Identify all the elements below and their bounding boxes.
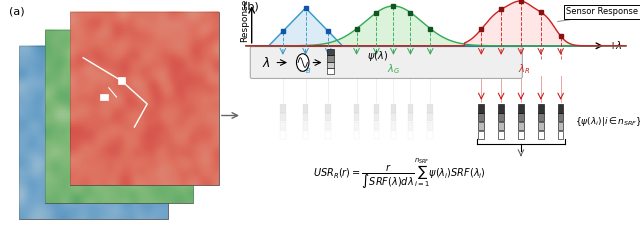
Bar bbox=[325, 131, 331, 139]
Bar bbox=[328, 68, 333, 74]
Bar bbox=[538, 131, 543, 139]
Text: +λ: +λ bbox=[609, 41, 623, 51]
Text: Response: Response bbox=[240, 0, 249, 42]
Bar bbox=[354, 131, 360, 139]
Bar bbox=[408, 131, 413, 139]
FancyBboxPatch shape bbox=[250, 47, 522, 79]
Bar bbox=[479, 104, 484, 112]
Bar bbox=[390, 113, 396, 122]
Bar bbox=[499, 131, 504, 139]
Bar bbox=[100, 94, 108, 100]
Bar bbox=[328, 55, 333, 61]
Text: $\lambda_G$: $\lambda_G$ bbox=[387, 63, 400, 76]
Text: $\lambda_R$: $\lambda_R$ bbox=[518, 63, 530, 76]
Bar bbox=[325, 113, 331, 122]
Bar bbox=[280, 122, 285, 131]
Bar bbox=[303, 113, 308, 122]
Text: (a): (a) bbox=[9, 7, 24, 17]
Bar bbox=[303, 104, 308, 112]
Bar bbox=[390, 122, 396, 131]
Bar bbox=[325, 104, 331, 112]
Bar bbox=[390, 104, 396, 112]
Bar bbox=[19, 46, 168, 219]
Bar bbox=[479, 122, 484, 131]
Bar bbox=[558, 113, 563, 122]
Bar bbox=[499, 104, 504, 112]
Bar bbox=[518, 131, 524, 139]
Bar bbox=[558, 131, 563, 139]
Bar bbox=[479, 113, 484, 122]
Bar bbox=[558, 104, 563, 112]
Bar bbox=[518, 113, 524, 122]
Text: $\lambda$: $\lambda$ bbox=[262, 55, 270, 70]
Text: Sensor Response Function: Sensor Response Function bbox=[557, 7, 640, 21]
Bar bbox=[428, 113, 433, 122]
Bar bbox=[538, 113, 543, 122]
Bar bbox=[428, 131, 433, 139]
Bar bbox=[280, 104, 285, 112]
Bar bbox=[428, 122, 433, 131]
Bar bbox=[408, 122, 413, 131]
Bar bbox=[518, 122, 524, 131]
Text: $\lambda_B$: $\lambda_B$ bbox=[300, 63, 312, 76]
Bar bbox=[303, 122, 308, 131]
Text: (b): (b) bbox=[243, 2, 259, 12]
Bar bbox=[499, 122, 504, 131]
Bar bbox=[558, 122, 563, 131]
Bar bbox=[328, 49, 333, 55]
Bar bbox=[118, 77, 125, 84]
Bar bbox=[354, 113, 360, 122]
Bar bbox=[408, 113, 413, 122]
Bar bbox=[280, 131, 285, 139]
Text: $\psi(\lambda)$: $\psi(\lambda)$ bbox=[367, 49, 388, 63]
Bar bbox=[328, 62, 333, 68]
Bar bbox=[408, 104, 413, 112]
Bar bbox=[354, 104, 360, 112]
Bar bbox=[479, 131, 484, 139]
Bar bbox=[538, 122, 543, 131]
Bar bbox=[499, 113, 504, 122]
Bar bbox=[390, 131, 396, 139]
Bar bbox=[325, 122, 331, 131]
Bar bbox=[518, 104, 524, 112]
Text: $USR_R(r) = \dfrac{r}{\int SRF(\lambda)d\lambda} \sum_{i=1}^{n_{SRF}} \psi(\lamb: $USR_R(r) = \dfrac{r}{\int SRF(\lambda)d… bbox=[312, 156, 486, 191]
Bar bbox=[70, 12, 219, 185]
Bar bbox=[374, 113, 380, 122]
Bar bbox=[374, 131, 380, 139]
Bar bbox=[45, 30, 193, 203]
Text: $\{\psi(\lambda_i) | i \in n_{SRF}\}$: $\{\psi(\lambda_i) | i \in n_{SRF}\}$ bbox=[575, 115, 640, 128]
Bar bbox=[428, 104, 433, 112]
Bar bbox=[354, 122, 360, 131]
Bar bbox=[538, 104, 543, 112]
Bar bbox=[374, 104, 380, 112]
Circle shape bbox=[296, 54, 309, 71]
Bar bbox=[280, 113, 285, 122]
Bar bbox=[303, 131, 308, 139]
Bar bbox=[374, 122, 380, 131]
